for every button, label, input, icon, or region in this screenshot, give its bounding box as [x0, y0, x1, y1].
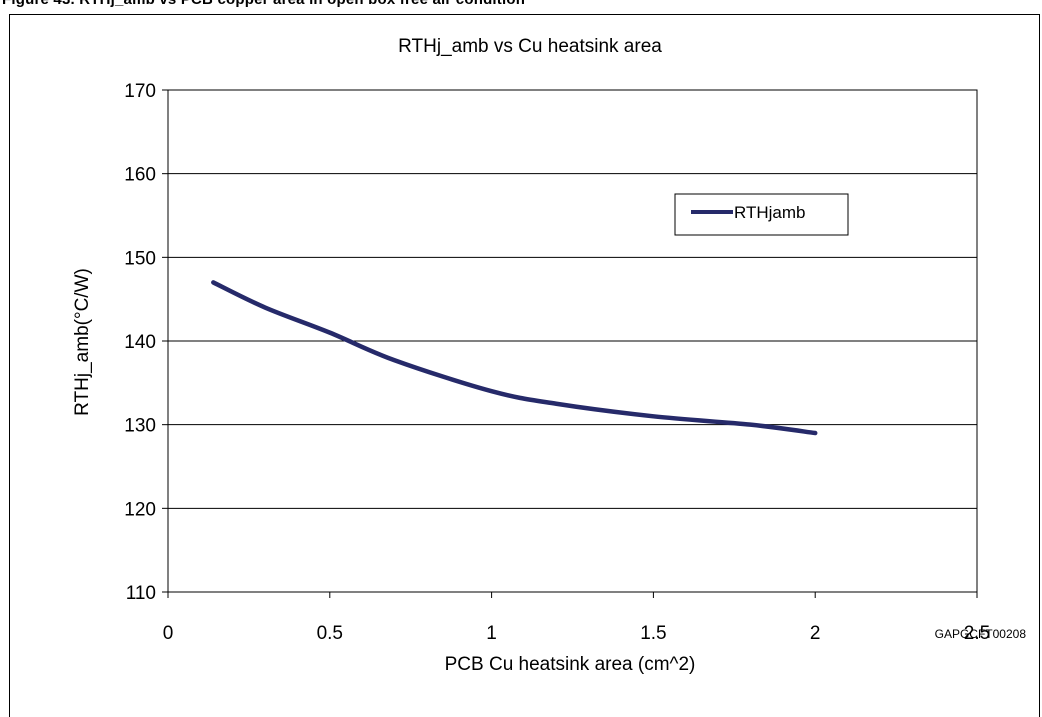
legend: RTHjamb	[674, 193, 849, 236]
legend-box	[674, 193, 849, 236]
figure-code: GAPGCFT00208	[934, 627, 1026, 641]
x-tick-label: 1	[486, 623, 497, 644]
axis-ticks: 110 120 130 140 150 160 170 0 0.5 1 1.5 2 2.5	[124, 81, 990, 644]
y-tick-label: 130	[124, 416, 156, 437]
figure-caption-strip: Figure 43. RTHj_amb vs PCB copper area i…	[0, 0, 1042, 14]
figure-frame	[9, 14, 1040, 717]
figure-caption: Figure 43. RTHj_amb vs PCB copper area i…	[2, 0, 525, 8]
gridlines	[168, 173, 977, 509]
y-tick-label: 110	[126, 583, 156, 604]
chart-title: RTHj_amb vs Cu heatsink area	[398, 36, 662, 57]
x-tick-label: 0	[163, 623, 174, 644]
y-tick-label: 160	[124, 165, 156, 186]
y-tick-label: 170	[124, 81, 156, 102]
series-line-rthjamb	[211, 280, 818, 436]
x-axis-label: PCB Cu heatsink area (cm^2)	[445, 654, 696, 675]
x-tick-label: 0.5	[317, 623, 343, 644]
y-axis-label: RTHj_amb(°C/W)	[72, 268, 93, 416]
x-tick-label: 2	[810, 623, 821, 644]
y-tick-label: 120	[124, 499, 156, 520]
x-tick-label: 1.5	[640, 623, 666, 644]
y-tick-label: 150	[124, 248, 156, 269]
y-tick-label: 140	[124, 332, 156, 353]
x-tick-label: 2.5	[964, 623, 990, 644]
legend-label: RTHjamb	[734, 203, 805, 222]
series-layer	[211, 280, 818, 436]
